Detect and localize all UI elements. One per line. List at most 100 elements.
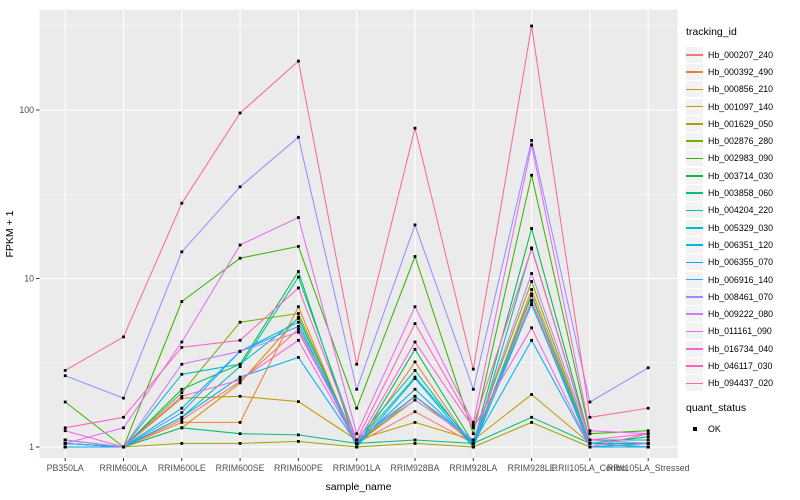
data-point (530, 415, 533, 419)
legend-item-label: Hb_008461_070 (708, 291, 774, 302)
data-point (355, 387, 359, 391)
legend-item-label: Hb_004204_220 (708, 205, 774, 216)
legend-line-swatch-icon (686, 123, 703, 125)
data-point (180, 426, 184, 430)
data-point (413, 340, 417, 344)
data-point (180, 346, 184, 349)
legend-line-swatch-icon (686, 105, 703, 108)
data-point (413, 394, 417, 398)
data-point (238, 185, 242, 189)
data-point (530, 338, 533, 342)
data-point (471, 445, 475, 449)
legend-key-line (686, 357, 703, 374)
data-point (413, 255, 417, 258)
data-point (122, 335, 125, 339)
y-tick-label: 1 (29, 442, 34, 452)
data-point (646, 442, 650, 445)
data-point (530, 247, 533, 251)
data-point (238, 432, 242, 436)
x-tick-label: RRIM928BA (391, 463, 440, 473)
legend-item-label: Hb_006355_070 (708, 257, 774, 268)
data-point (180, 396, 184, 400)
legend-item: Hb_004204_220 (686, 202, 798, 219)
data-point (646, 429, 650, 433)
data-point (471, 421, 475, 424)
legend-item: Hb_006355_070 (686, 254, 798, 271)
data-point (471, 387, 475, 391)
x-tick-label: RRIM600SE (216, 463, 265, 473)
data-point (297, 305, 300, 309)
data-point (180, 406, 184, 410)
data-point (238, 338, 242, 342)
data-point (180, 362, 184, 366)
legend-key-line (686, 46, 703, 63)
data-point (122, 445, 125, 449)
data-point (297, 433, 300, 437)
data-point (297, 320, 300, 324)
data-point (238, 380, 242, 383)
legend-key-line (686, 288, 703, 305)
data-point (297, 135, 300, 139)
legend-key-line (686, 98, 703, 115)
data-point (63, 445, 67, 449)
legend-key-line (686, 167, 703, 184)
data-point (646, 435, 650, 439)
legend-item-label: OK (708, 423, 721, 434)
data-point (471, 432, 475, 436)
data-point (588, 445, 592, 449)
legend-item: Hb_003858_060 (686, 184, 798, 202)
data-point (238, 243, 242, 247)
legend-item-ok: OK (686, 420, 798, 437)
legend-item: Hb_094437_020 (686, 375, 798, 392)
legend-item-label: Hb_000207_240 (708, 49, 774, 60)
data-point (530, 280, 533, 283)
data-point (413, 377, 417, 380)
data-point (238, 320, 242, 324)
data-point (588, 438, 592, 442)
data-point (180, 442, 184, 445)
data-point (530, 303, 533, 306)
legend-line-swatch-icon (686, 330, 703, 333)
x-axis-title: sample_name (326, 481, 392, 493)
legend-key-line (686, 340, 703, 357)
data-point (297, 245, 300, 248)
data-point (297, 338, 300, 342)
data-point (530, 227, 533, 230)
data-point (413, 322, 417, 325)
black-square-marker-icon (692, 426, 697, 431)
legend-line-swatch-icon (686, 88, 703, 91)
data-point (238, 394, 242, 398)
legend-key-line (686, 185, 703, 202)
legend-line-swatch-icon (686, 226, 703, 229)
legend-key-line (686, 306, 703, 323)
legend-item: Hb_000856_210 (686, 81, 798, 98)
legend-title-tracking-id: tracking_id (686, 26, 737, 38)
legend-key-line (686, 81, 703, 98)
data-point (471, 442, 475, 445)
data-point (530, 139, 533, 142)
legend-item: Hb_046117_030 (686, 357, 798, 374)
data-point (63, 369, 67, 372)
data-point (530, 272, 533, 275)
data-point (238, 111, 242, 115)
data-point (180, 340, 184, 344)
data-point (355, 438, 359, 442)
x-tick-label: PB350LA (47, 463, 84, 473)
data-point (413, 223, 417, 227)
data-point (238, 378, 242, 382)
legend-item-label: Hb_009222_080 (708, 309, 774, 320)
data-point (297, 59, 300, 63)
legend-key-line (686, 271, 703, 288)
data-point (180, 372, 184, 376)
legend-item-label: Hb_003858_060 (708, 188, 774, 199)
data-point (646, 445, 650, 449)
data-point (63, 374, 67, 378)
data-point (238, 256, 242, 260)
legend-line-swatch-icon (686, 244, 703, 246)
data-point (238, 421, 242, 424)
data-point (180, 391, 184, 395)
legend-line-swatch-icon (686, 53, 703, 56)
legend-line-swatch-icon (686, 261, 703, 264)
legend-item: Hb_016734_040 (686, 340, 798, 357)
